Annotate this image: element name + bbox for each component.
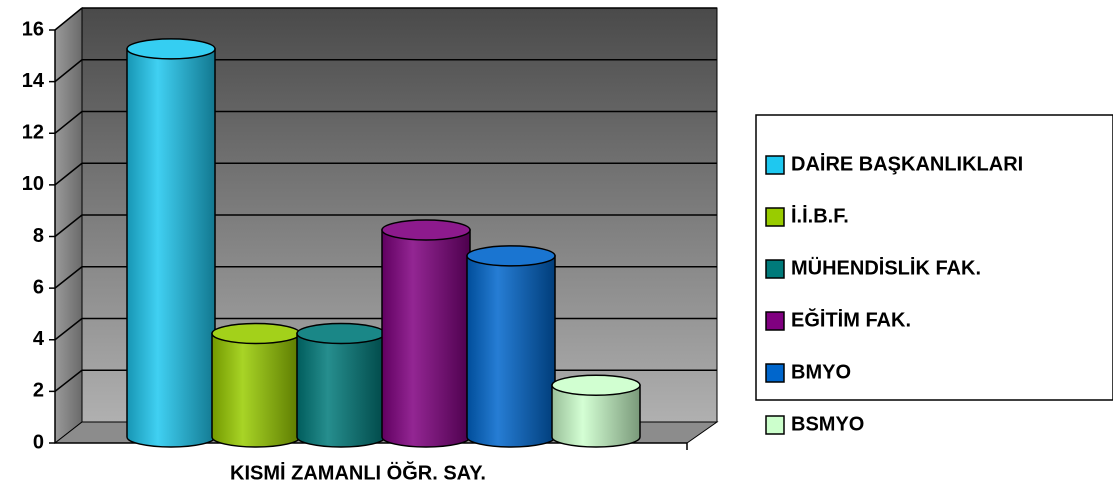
grid-line [54, 110, 83, 134]
bar [211, 332, 301, 448]
legend-label: DAİRE BAŞKANLIKLARI [791, 152, 1023, 175]
legend-box [755, 114, 1113, 401]
y-tick-label: 14 [22, 70, 45, 92]
grid-line [54, 266, 83, 289]
bar [296, 332, 386, 448]
legend-label: MÜHENDİSLİK FAK. [791, 256, 981, 279]
bar-top [551, 374, 641, 396]
y-tick-label: 0 [33, 431, 44, 453]
bar-top [296, 322, 386, 345]
legend-label: EĞİTİM FAK. [791, 307, 911, 331]
bar-top [381, 219, 471, 241]
grid-line [54, 369, 83, 392]
bar-top [466, 245, 556, 267]
legend-swatch [765, 363, 785, 383]
legend-swatch [765, 207, 785, 227]
bar [126, 48, 216, 448]
y-tick-label: 4 [33, 328, 45, 350]
legend-swatch [765, 415, 785, 435]
legend-label: İ.İ.B.F. [791, 204, 849, 227]
bar-top [126, 38, 216, 60]
y-tick-label: 8 [33, 225, 44, 247]
legend-swatch [765, 311, 785, 331]
y-tick-label: 2 [33, 380, 44, 402]
bar [551, 384, 641, 448]
y-tick-label: 16 [22, 18, 44, 40]
grid-line [54, 317, 83, 341]
y-tick-label: 12 [22, 122, 44, 144]
x-category-label: KISMİ ZAMANLI ÖĞR. SAY. [230, 460, 486, 484]
legend-label: BSMYO [791, 413, 864, 435]
bar [466, 255, 556, 448]
legend-label: BMYO [791, 361, 851, 383]
grid-line [54, 162, 83, 186]
y-tick-label: 6 [33, 276, 44, 298]
grid-line [54, 59, 83, 83]
grid-line [54, 214, 83, 238]
legend-swatch [765, 259, 785, 279]
legend-swatch [765, 155, 785, 175]
bar [381, 229, 471, 448]
grid-line [54, 7, 83, 31]
y-tick-label: 10 [22, 173, 44, 195]
bar-top [211, 322, 301, 345]
